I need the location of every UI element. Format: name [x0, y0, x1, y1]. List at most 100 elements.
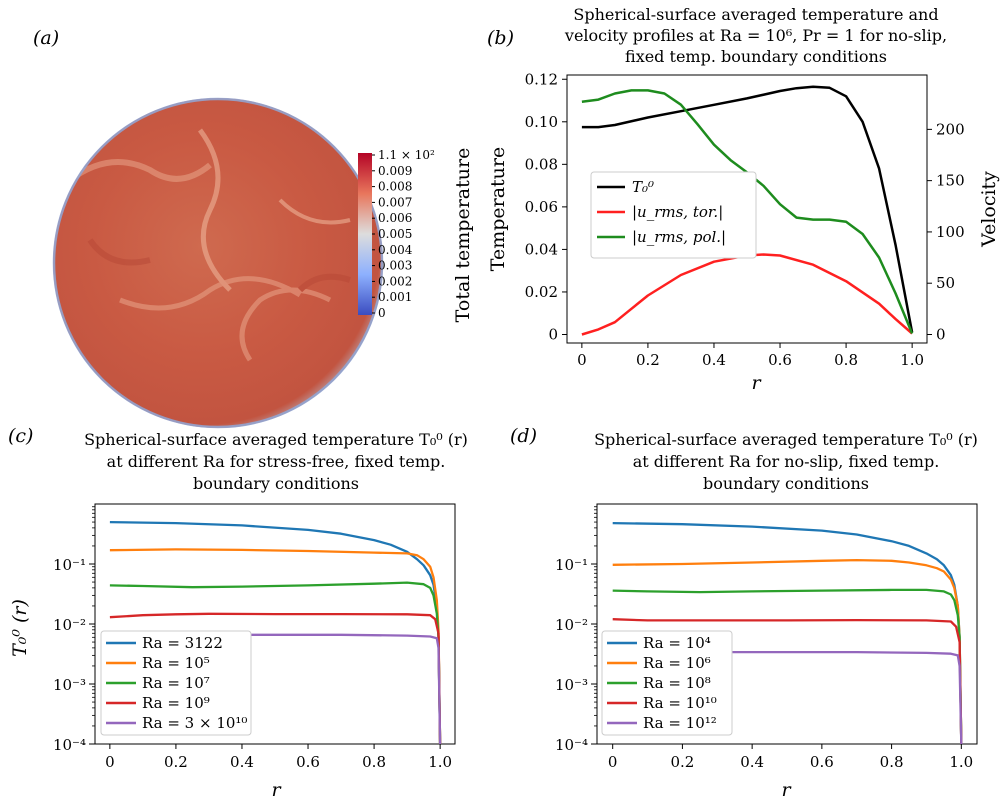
series-line-b-1: [581, 253, 913, 336]
legend-label-d-2: Ra = 10⁸: [643, 674, 711, 692]
y2tick-label-b: 150: [936, 172, 965, 190]
title-b-line3: fixed temp. boundary conditions: [625, 47, 887, 66]
panel-b: Spherical-surface averaged temperature a…: [487, 5, 1000, 394]
axes-b: 0 0.2 0.4 0.6 0.8 1.0 0 0.02 0.04 0.06 0.08 0.10 0.1…: [525, 70, 965, 369]
legend-box-d: [601, 630, 733, 736]
panel-d: Spherical-surface averaged temperature T…: [555, 430, 978, 801]
colorbar-tick-label: 0: [378, 306, 386, 320]
xtick-label-c: 0.6: [296, 753, 320, 771]
title-c-line3: boundary conditions: [193, 474, 359, 493]
series-line-d-3: [612, 618, 963, 745]
legend-label-c-3: Ra = 10⁹: [142, 694, 210, 712]
panel-c: Spherical-surface averaged temperature T…: [9, 430, 468, 801]
colorbar: [358, 153, 372, 315]
xtick-label-c: 0.4: [230, 753, 254, 771]
y2tick-label-b: 200: [936, 120, 965, 138]
ytick-label-d: 10⁻³: [555, 676, 588, 694]
axes-c: 0 0.2 0.4 0.6 0.8 1.0 10⁻⁴ 10⁻³ 10⁻² 10⁻¹: [53, 506, 452, 771]
xtick-label-b: 0.6: [768, 351, 792, 369]
xtick-label-d: 1.0: [949, 753, 973, 771]
xtick-label-c: 0.8: [362, 753, 386, 771]
xtick-label-c: 0: [105, 753, 115, 771]
xtick-label-c: 0.2: [164, 753, 188, 771]
panel-label-a: (a): [33, 27, 59, 49]
title-b-line2: velocity profiles at Ra = 10⁶, Pr = 1 fo…: [564, 26, 947, 45]
ytick-label-d: 10⁻¹: [555, 556, 588, 574]
legend-box-b: [590, 171, 757, 259]
title-b-line1: Spherical-surface averaged temperature a…: [573, 5, 938, 24]
title-d-line2: at different Ra for no-slip, fixed temp.: [633, 452, 940, 471]
xtick-label-b: 0.8: [834, 351, 858, 369]
y2label-b: Velocity: [978, 171, 1000, 248]
series-group-d: [612, 521, 963, 745]
xtick-label-d: 0.4: [740, 753, 764, 771]
colorbar-label: Total temperature: [452, 148, 474, 323]
ytick-label-b: 0: [548, 325, 558, 343]
colorbar-tick-label: 0.009: [378, 164, 412, 178]
legend-label-d-1: Ra = 10⁶: [643, 654, 711, 672]
legend-label-c-2: Ra = 10⁷: [142, 674, 210, 692]
title-b: Spherical-surface averaged temperature a…: [564, 5, 947, 66]
legend-label-c-1: Ra = 10⁵: [142, 654, 210, 672]
panel-label-d: (d): [510, 425, 537, 447]
colorbar-tick-label: 0.006: [378, 211, 412, 225]
xtick-label-d: 0.2: [670, 753, 694, 771]
legend-label-d-0: Ra = 10⁴: [643, 634, 711, 652]
colorbar-tick-label: 0.007: [378, 195, 412, 209]
axes-d: 0 0.2 0.4 0.6 0.8 1.0 10⁻⁴ 10⁻³ 10⁻² 10⁻¹: [555, 506, 973, 771]
ytick-label-d: 10⁻²: [555, 616, 588, 634]
temperature-disc: [52, 97, 384, 429]
xtick-label-b: 0.4: [702, 351, 726, 369]
title-d-line1: Spherical-surface averaged temperature T…: [594, 430, 978, 449]
ytick-label-b: 0.04: [525, 240, 558, 258]
colorbar-tick-label: 1.1 × 10²: [378, 148, 435, 162]
series-line-c-2: [109, 581, 442, 745]
xtick-label-c: 1.0: [428, 753, 452, 771]
xtick-label-d: 0: [608, 753, 618, 771]
legend-d: Ra = 10⁴ Ra = 10⁶ Ra = 10⁸ Ra = 10¹⁰ Ra …: [601, 630, 733, 736]
series-line-b-0: [581, 85, 914, 333]
xlabel-c: r: [271, 779, 282, 801]
ytick-label-b: 0.08: [525, 155, 558, 173]
series-line-d-1: [612, 558, 963, 745]
ytick-label-c: 10⁻³: [53, 676, 86, 694]
xtick-label-d: 0.8: [880, 753, 904, 771]
legend-box-c: [100, 630, 252, 736]
plot-frame-b: [566, 74, 928, 344]
legend-c: Ra = 3122 Ra = 10⁵ Ra = 10⁷ Ra = 10⁹ Ra …: [100, 630, 252, 736]
ytick-label-c: 10⁻²: [53, 616, 86, 634]
legend-label-c-0: Ra = 3122: [142, 634, 223, 652]
title-d-line3: boundary conditions: [703, 474, 869, 493]
ytick-label-b: 0.06: [525, 198, 558, 216]
legend-label-d-4: Ra = 10¹²: [643, 714, 717, 732]
ytick-label-b: 0.12: [525, 70, 558, 88]
panel-label-c: (c): [8, 425, 33, 447]
panel-label-b: (b): [487, 27, 514, 49]
title-c: Spherical-surface averaged temperature T…: [84, 430, 468, 493]
ytick-label-c: 10⁻⁴: [53, 736, 86, 754]
colorbar-tick-label: 0.002: [378, 274, 412, 288]
y2tick-label-b: 100: [936, 223, 965, 241]
xtick-label-b: 0: [577, 351, 587, 369]
legend-label-b-0: T₀⁰: [632, 178, 654, 196]
xtick-label-b: 0.2: [636, 351, 660, 369]
title-c-line1: Spherical-surface averaged temperature T…: [84, 430, 468, 449]
xtick-label-d: 0.6: [810, 753, 834, 771]
legend-label-b-1: |u_rms, tor.|: [632, 203, 723, 221]
colorbar-tick-label: 0.003: [378, 259, 412, 273]
legend-b: T₀⁰ |u_rms, tor.| |u_rms, pol.|: [590, 171, 757, 259]
xtick-label-b: 1.0: [900, 351, 924, 369]
ytick-label-b: 0.02: [525, 283, 558, 301]
title-d: Spherical-surface averaged temperature T…: [594, 430, 978, 493]
series-line-c-3: [109, 612, 442, 745]
legend-label-b-2: |u_rms, pol.|: [632, 228, 726, 246]
series-line-d-2: [612, 588, 963, 745]
colorbar-tick-label: 0.001: [378, 290, 412, 304]
ytick-label-d: 10⁻⁴: [555, 736, 588, 754]
y2tick-label-b: 50: [936, 274, 955, 292]
ylabel-b: Temperature: [487, 147, 509, 271]
title-c-line2: at different Ra for stress-free, fixed t…: [107, 452, 446, 471]
